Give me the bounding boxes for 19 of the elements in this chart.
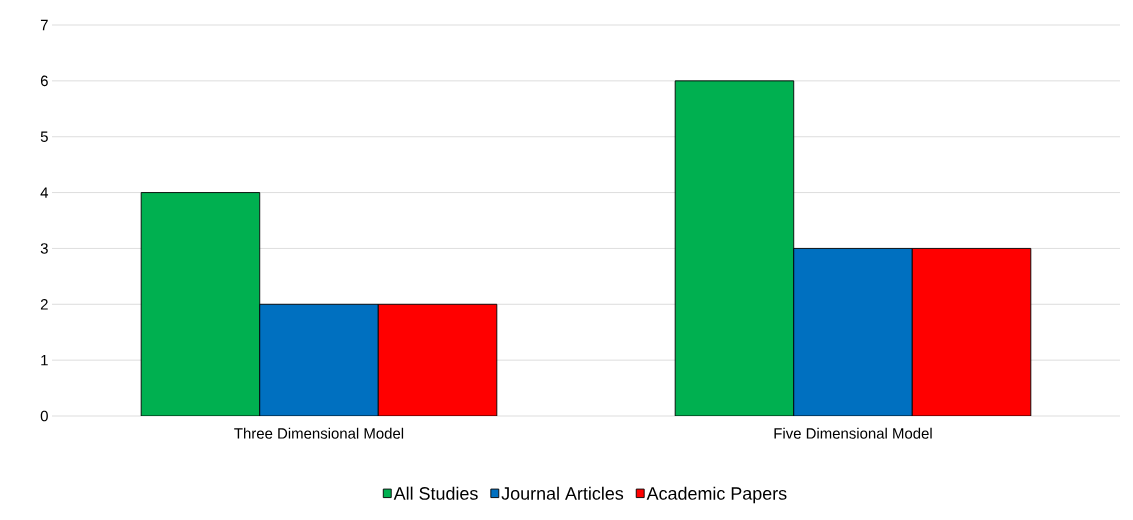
bar [377, 303, 498, 416]
y-tick-label: 5 [40, 131, 48, 142]
y-tick-label: 1 [41, 355, 48, 366]
legend-label: Journal Articles [501, 486, 624, 500]
bar [674, 80, 795, 416]
bar [793, 247, 913, 416]
bar [911, 247, 1032, 416]
y-tick-label: 7 [40, 19, 48, 31]
bar [140, 192, 261, 416]
x-tick-label: Three Dimensional Model [234, 427, 404, 439]
legend-label: All Studies [393, 486, 478, 500]
y-tick-label: 0 [40, 410, 48, 422]
y-tick-label: 2 [40, 299, 48, 310]
y-tick-label: 4 [40, 187, 49, 198]
bar [259, 303, 379, 416]
y-tick-label: 6 [40, 75, 48, 87]
legend-label: Academic Papers [646, 486, 787, 504]
y-tick-label: 3 [40, 243, 48, 254]
x-tick-label: Five Dimensional Model [774, 427, 932, 439]
